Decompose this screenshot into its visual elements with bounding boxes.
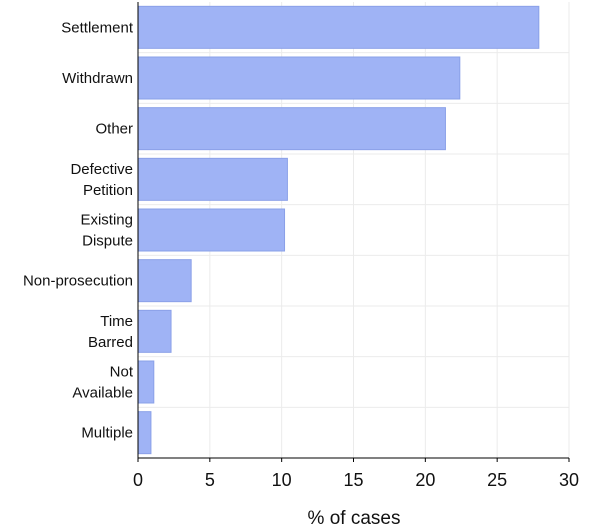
category-label: Defective Petition — [70, 161, 133, 199]
x-tick-label: 0 — [133, 470, 143, 490]
category-label: Multiple — [81, 425, 133, 442]
bar — [137, 157, 288, 201]
category-label: Non-prosecution — [23, 273, 133, 290]
bar — [137, 360, 155, 404]
bar — [137, 259, 192, 303]
category-label: Not Available — [72, 364, 133, 402]
category-labels: Settlement Withdrawn Other Defective Petitio… — [23, 19, 134, 441]
x-tick-label: 20 — [415, 470, 435, 490]
category-label: Settlement — [61, 19, 134, 36]
x-axis-title: % of cases — [308, 508, 401, 528]
grid-lines — [138, 2, 570, 458]
x-tick-labels: 0 5 10 15 20 25 30 — [133, 470, 579, 490]
bar — [137, 5, 540, 49]
bar — [137, 411, 152, 455]
category-label: Time Barred — [88, 313, 133, 351]
x-tick-label: 15 — [343, 470, 363, 490]
bar — [137, 309, 172, 353]
bars — [137, 5, 540, 455]
x-tick-label: 30 — [559, 470, 579, 490]
x-tick-label: 5 — [205, 470, 215, 490]
bar — [137, 107, 446, 151]
x-tick-label: 10 — [272, 470, 292, 490]
bar — [137, 208, 286, 252]
bar — [137, 56, 461, 100]
category-label: Other — [95, 121, 133, 138]
category-label: Withdrawn — [62, 70, 133, 87]
x-tick-label: 25 — [487, 470, 507, 490]
axes — [137, 2, 570, 462]
category-label: Existing Dispute — [80, 212, 133, 250]
